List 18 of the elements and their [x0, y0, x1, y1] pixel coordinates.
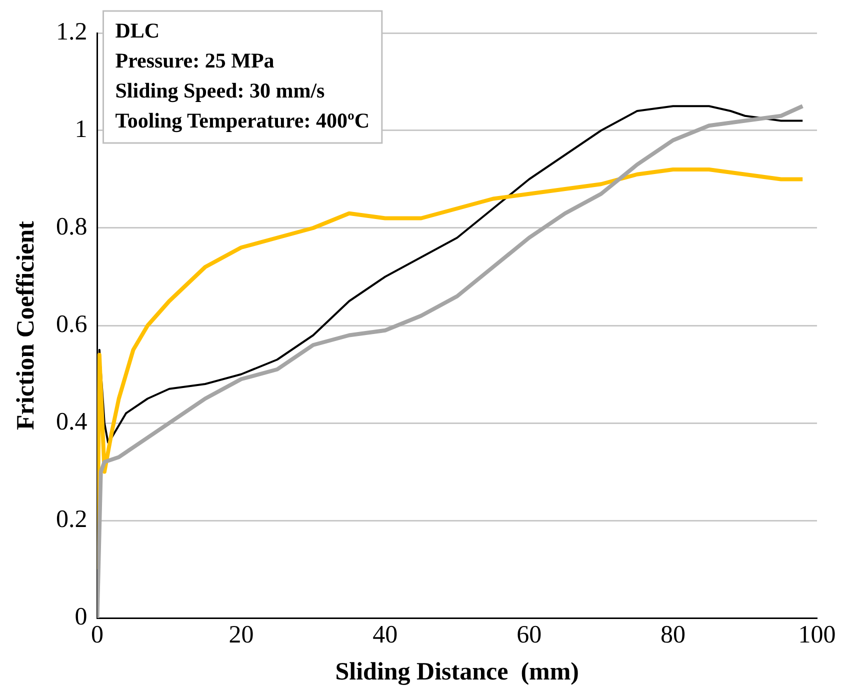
x-tick-label: 40	[372, 622, 398, 649]
x-axis-title: Sliding Distance (mm)	[335, 658, 579, 686]
y-axis-title: Friction Coefficient	[12, 220, 40, 430]
y-tick-label: 0	[74, 604, 88, 631]
y-tick-label: 1.2	[56, 18, 88, 46]
y-tick-label: 0.6	[56, 311, 88, 338]
annotation: Sliding Speed: 30 mm/s	[115, 78, 325, 102]
annotation: DLC	[115, 18, 160, 42]
x-tick-label: 100	[798, 622, 836, 649]
annotation: Pressure: 25 MPa	[115, 48, 275, 72]
annotation: Tooling Temperature: 400ºC	[115, 108, 370, 132]
x-tick-label: 60	[516, 622, 542, 649]
y-tick-label: 0.2	[56, 506, 88, 534]
x-tick-label: 80	[660, 622, 686, 649]
y-tick-label: 1	[74, 116, 88, 144]
x-tick-label: 20	[228, 622, 254, 649]
y-tick-label: 0.4	[56, 408, 88, 436]
y-tick-label: 0.8	[56, 214, 88, 241]
